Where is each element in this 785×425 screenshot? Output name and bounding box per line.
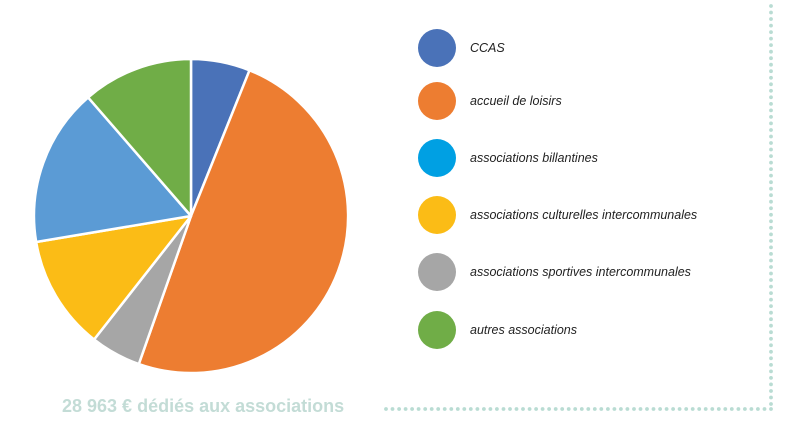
dotted-border-bottom: [384, 407, 773, 411]
pie-slices: [32, 57, 350, 375]
footer-caption: 28 963 € dédiés aux associations: [62, 396, 345, 416]
legend-label-associations-culturelles: associations culturelles intercommunales: [470, 208, 698, 222]
legend-item-associations-culturelles: associations culturelles intercommunales: [418, 195, 697, 235]
legend-label-associations-sportives: associations sportives intercommunales: [470, 265, 691, 279]
legend-item-ccas: CCAS: [418, 28, 505, 68]
dotted-border-right: [769, 4, 773, 406]
pie-slice-associations-sportives-intercommunales-5: [32, 96, 193, 244]
pie-slice-associations-culturelles-intercommunales-4: [34, 214, 193, 341]
legend-item-accueil-de-loisirs: accueil de loisirs: [418, 81, 562, 121]
pie-slice-accueil-de-loisirs-1: [137, 69, 350, 375]
legend-item-associations-sportives: associations sportives intercommunales: [418, 252, 691, 292]
legend-swatch-autres-associations: [418, 311, 456, 349]
legend-label-autres-associations: autres associations: [470, 323, 578, 337]
legend-item-associations-billantines: associations billantines: [418, 138, 598, 178]
legend-swatch-associations-sportives: [418, 253, 456, 291]
pie-slice-autres-associations-6: [86, 57, 193, 218]
legend-label-associations-billantines: associations billantines: [470, 151, 598, 165]
legend-item-autres-associations: autres associations: [418, 310, 577, 350]
legend-label-accueil-de-loisirs: accueil de loisirs: [470, 94, 562, 108]
legend-swatch-ccas: [418, 29, 456, 67]
legend-swatch-accueil-de-loisirs: [418, 82, 456, 120]
legend-swatch-associations-billantines: [418, 139, 456, 177]
dotted-frame: [384, 4, 773, 411]
legend-swatch-associations-culturelles: [418, 196, 456, 234]
legend-label-ccas: CCAS: [470, 41, 505, 55]
